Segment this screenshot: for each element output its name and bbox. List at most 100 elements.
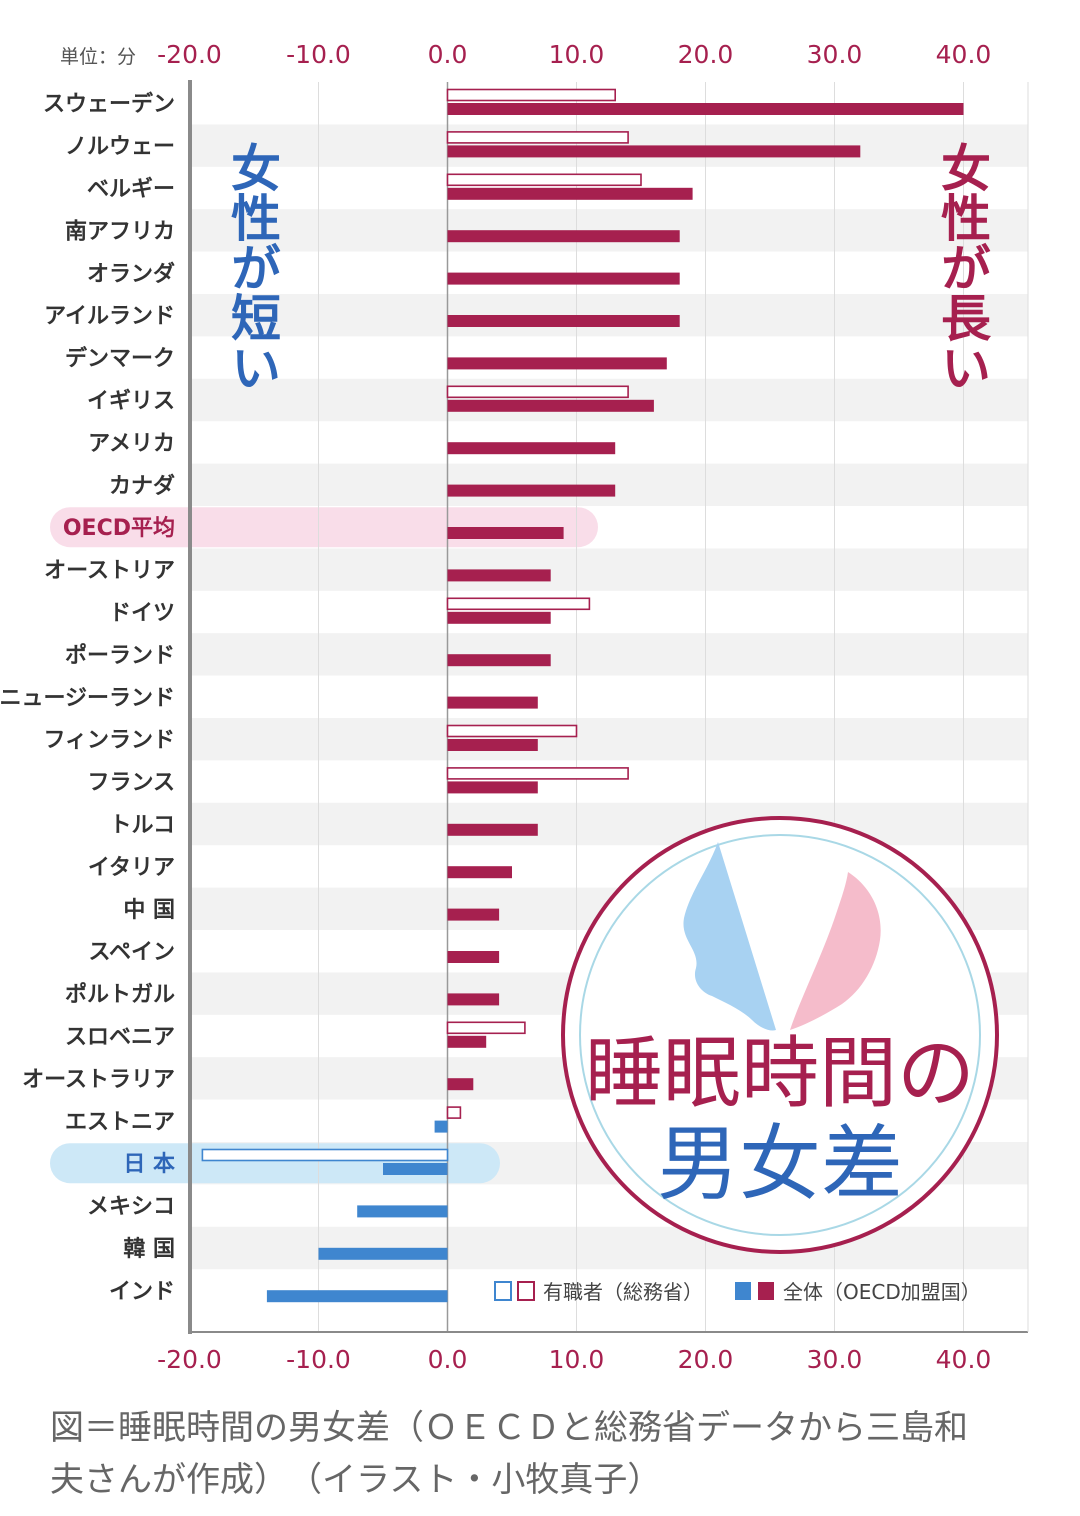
female-hair-icon	[848, 878, 877, 963]
badge-outer-ring	[561, 816, 999, 1254]
bar-all-ポーランド	[447, 654, 551, 667]
tick-label-top: -10.0	[286, 40, 351, 69]
category-labels: スウェーデンノルウェーベルギー南アフリカオランダアイルランドデンマークイギリスア…	[0, 91, 175, 1304]
tick-label-bottom: 30.0	[807, 1345, 863, 1374]
legend-label-all: 全体（OECD加盟国）	[783, 1280, 981, 1304]
bar-all-カナダ	[447, 484, 616, 497]
bar-all-ノルウェー	[447, 145, 861, 158]
bar-all-エストニア	[434, 1120, 448, 1133]
illustration-badge: 睡眠時間の 男女差	[561, 816, 999, 1254]
tick-label-top: 40.0	[936, 40, 992, 69]
category-label-オーストリア: オーストリア	[44, 559, 175, 584]
tick-label-top: 20.0	[678, 40, 734, 69]
bar-work-スロベニア	[446, 1021, 526, 1035]
bar-work-フィンランド	[446, 724, 578, 738]
legend-swatch-all-positive	[758, 1282, 774, 1300]
bar-all-アイルランド	[447, 315, 680, 327]
bar-all-ポルトガル	[447, 993, 500, 1006]
category-label-インド: インド	[109, 1279, 175, 1304]
male-profile-icon	[683, 842, 776, 1031]
caption-line-2: 夫さんが作成） （イラスト・小牧真子）	[50, 1460, 662, 1500]
bar-all-メキシコ	[357, 1205, 448, 1218]
bar-all-南アフリカ	[447, 230, 680, 243]
category-label-アメリカ: アメリカ	[88, 431, 175, 456]
row-band	[190, 548, 1028, 591]
category-label-フランス: フランス	[87, 771, 175, 796]
category-label-ポルトガル: ポルトガル	[65, 982, 175, 1008]
bar-all-フィンランド	[447, 739, 538, 751]
tick-label-bottom: 40.0	[936, 1345, 992, 1374]
legend: 有職者（総務省） 全体（OECD加盟国）	[494, 1280, 981, 1304]
row-band	[190, 633, 1028, 676]
tick-label-bottom: -20.0	[157, 1345, 222, 1374]
tick-label-top: 30.0	[807, 40, 863, 69]
bar-all-ドイツ	[447, 611, 551, 624]
category-label-カナダ: カナダ	[109, 473, 175, 499]
tick-label-top: 0.0	[428, 40, 468, 69]
category-label-スペイン: スペイン	[89, 940, 175, 965]
bar-all-スロベニア	[447, 1035, 487, 1048]
caption-line-1: 図＝睡眠時間の男女差（ＯＥＣＤと総務省データから三島和	[50, 1408, 968, 1448]
row-band	[190, 802, 1028, 846]
bar-all-OECD平均	[447, 527, 564, 539]
category-label-ポーランド: ポーランド	[65, 642, 175, 668]
bar-all-オーストラリア	[447, 1078, 474, 1091]
bar-all-イタリア	[447, 866, 512, 879]
row-band	[190, 718, 1028, 761]
category-label-ドイツ: ドイツ	[109, 601, 175, 626]
category-label-アイルランド: アイルランド	[44, 304, 175, 329]
category-label-ノルウェー: ノルウェー	[65, 135, 175, 160]
unit-label: 単位：分	[60, 46, 136, 68]
category-label-中国: 中 国	[123, 898, 175, 923]
category-label-OECD平均: OECD平均	[63, 515, 175, 541]
category-label-エストニア: エストニア	[65, 1110, 175, 1135]
bar-all-オーストリア	[447, 569, 551, 582]
category-label-イギリス: イギリス	[87, 389, 175, 414]
category-label-オーストラリア: オーストラリア	[22, 1067, 175, 1092]
bar-all-ニュージーランド	[447, 696, 538, 709]
category-label-イタリア: イタリア	[88, 855, 175, 880]
category-label-南アフリカ: 南アフリカ	[65, 219, 175, 244]
row-band	[190, 1226, 1028, 1270]
category-label-メキシコ: メキシコ	[87, 1195, 175, 1220]
category-label-ベルギー: ベルギー	[87, 177, 175, 202]
bar-all-トルコ	[447, 823, 538, 836]
category-label-デンマーク: デンマーク	[65, 346, 175, 372]
bar-work-イギリス	[446, 385, 629, 399]
category-label-ニュージーランド: ニュージーランド	[0, 686, 175, 711]
bar-all-日本	[383, 1163, 448, 1175]
tick-label-bottom: 20.0	[678, 1345, 734, 1374]
bar-work-日本	[201, 1148, 449, 1162]
legend-swatch-work-positive	[517, 1281, 535, 1301]
bar-all-インド	[266, 1290, 448, 1303]
bar-all-デンマーク	[447, 357, 667, 370]
bars	[201, 88, 964, 1303]
bar-all-中国	[447, 908, 500, 921]
bar-work-スウェーデン	[446, 88, 616, 102]
category-label-スロベニア: スロベニア	[65, 1025, 175, 1050]
tick-label-bottom: -10.0	[286, 1345, 351, 1374]
bar-all-ベルギー	[447, 187, 693, 200]
annotation-shorter-for-women: 女性が短い	[223, 142, 281, 392]
badge-title-line1: 睡眠時間の	[585, 1029, 975, 1119]
category-label-オランダ: オランダ	[87, 261, 175, 287]
bar-work-ノルウェー	[446, 131, 629, 144]
tick-label-top: -20.0	[157, 40, 222, 69]
tick-labels: -20.0 -20.0 -10.0 -10.0 0.0 0.0 10.0 10.0 20.0 20…	[157, 40, 991, 1374]
bar-work-ベルギー	[446, 173, 642, 187]
sleep-gender-gap-chart: スウェーデンノルウェーベルギー南アフリカオランダアイルランドデンマークイギリスア…	[0, 40, 1029, 1374]
bar-all-スペイン	[447, 951, 500, 963]
tick-label-top: 10.0	[549, 40, 605, 69]
bar-work-フランス	[446, 767, 629, 780]
bar-all-イギリス	[447, 399, 654, 412]
bar-all-スウェーデン	[447, 103, 964, 115]
bar-all-オランダ	[447, 272, 680, 285]
legend-swatch-all-negative	[735, 1282, 751, 1300]
figure-caption: 図＝睡眠時間の男女差（ＯＥＣＤと総務省データから三島和 夫さんが作成） （イラス…	[50, 1402, 1040, 1506]
annotation-longer-for-women: 女性が長い	[933, 142, 991, 392]
category-label-フィンランド: フィンランド	[43, 728, 175, 753]
legend-swatch-work-negative	[494, 1281, 512, 1301]
tick-label-bottom: 10.0	[549, 1345, 605, 1374]
category-label-トルコ: トルコ	[109, 813, 175, 838]
legend-label-work: 有職者（総務省）	[543, 1280, 703, 1304]
